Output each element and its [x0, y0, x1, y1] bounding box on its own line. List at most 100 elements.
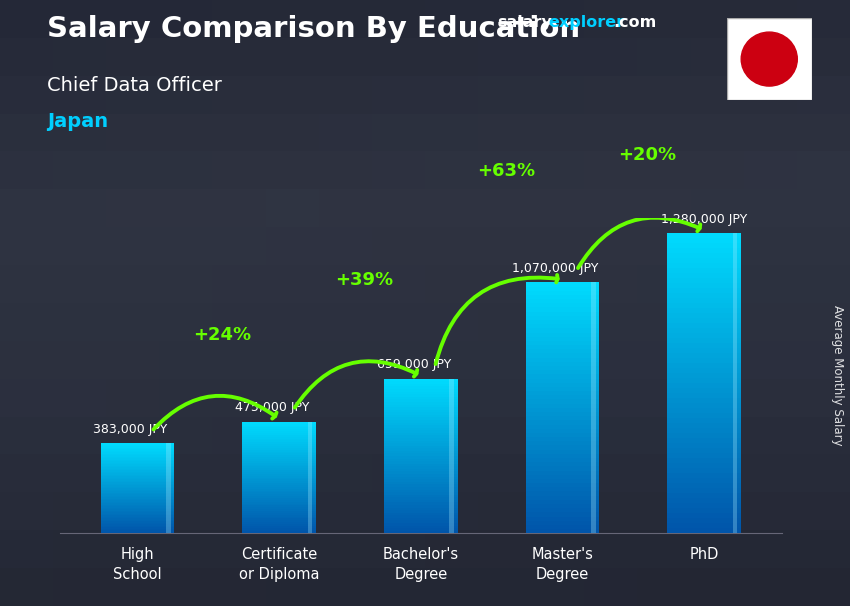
Bar — [525, 450, 599, 454]
Bar — [384, 528, 457, 531]
Bar — [667, 368, 741, 373]
Bar — [525, 345, 599, 349]
Bar — [100, 517, 174, 518]
Bar — [667, 348, 741, 353]
Bar — [384, 471, 457, 474]
Text: 1,280,000 JPY: 1,280,000 JPY — [661, 213, 747, 225]
Bar — [667, 438, 741, 443]
Bar — [450, 379, 454, 533]
Bar — [525, 316, 599, 320]
Bar — [525, 437, 599, 441]
Bar — [667, 378, 741, 383]
Bar — [667, 333, 741, 338]
Bar — [525, 504, 599, 508]
Bar — [525, 282, 599, 287]
Bar — [525, 291, 599, 295]
Bar — [100, 502, 174, 504]
Bar — [242, 496, 316, 498]
Bar — [384, 508, 457, 510]
Bar — [384, 523, 457, 525]
Bar — [525, 379, 599, 383]
Bar — [308, 422, 312, 533]
Bar — [384, 402, 457, 405]
Bar — [100, 450, 174, 451]
Bar — [667, 453, 741, 458]
Bar — [667, 388, 741, 393]
Bar — [667, 403, 741, 408]
Text: explorer: explorer — [548, 15, 625, 30]
Text: +20%: +20% — [618, 146, 677, 164]
Bar — [591, 282, 596, 533]
Bar — [667, 508, 741, 513]
Bar — [384, 418, 457, 420]
Text: Salary Comparison By Education: Salary Comparison By Education — [47, 15, 580, 43]
Bar — [525, 521, 599, 525]
Bar — [667, 448, 741, 453]
Bar — [242, 521, 316, 522]
Bar — [384, 518, 457, 521]
Bar — [100, 444, 174, 445]
Bar — [384, 415, 457, 418]
Bar — [242, 422, 316, 424]
Bar — [384, 477, 457, 479]
Bar — [166, 444, 171, 533]
Bar — [667, 463, 741, 468]
Bar — [384, 379, 457, 381]
Bar — [242, 433, 316, 435]
Bar — [242, 491, 316, 493]
Bar — [242, 479, 316, 481]
Bar — [384, 397, 457, 399]
Bar — [242, 494, 316, 496]
FancyArrowPatch shape — [295, 361, 417, 408]
Bar — [242, 457, 316, 459]
Bar — [384, 428, 457, 430]
Bar — [667, 493, 741, 498]
Bar — [525, 320, 599, 324]
Bar — [667, 238, 741, 243]
Bar — [384, 498, 457, 500]
Bar — [242, 513, 316, 514]
Bar — [242, 476, 316, 478]
Bar — [100, 456, 174, 457]
Bar — [100, 493, 174, 494]
Bar — [242, 481, 316, 483]
Bar — [384, 384, 457, 387]
Bar — [100, 485, 174, 487]
Bar — [384, 438, 457, 441]
Bar — [384, 425, 457, 428]
Bar — [667, 313, 741, 318]
Bar — [384, 500, 457, 502]
Bar — [100, 466, 174, 467]
Bar — [384, 451, 457, 453]
Bar — [384, 474, 457, 477]
Bar — [100, 521, 174, 523]
Bar — [384, 395, 457, 397]
Bar — [667, 318, 741, 323]
Text: Chief Data Officer: Chief Data Officer — [47, 76, 222, 95]
Bar — [100, 457, 174, 459]
Bar — [525, 341, 599, 345]
Bar — [242, 504, 316, 505]
Bar — [525, 299, 599, 304]
Bar — [242, 450, 316, 451]
Bar — [525, 487, 599, 491]
Bar — [100, 507, 174, 508]
Bar — [525, 395, 599, 399]
Bar — [525, 500, 599, 504]
Bar — [384, 433, 457, 436]
Bar — [384, 502, 457, 505]
Bar — [384, 515, 457, 518]
Bar — [667, 328, 741, 333]
Bar — [242, 507, 316, 509]
Bar — [100, 469, 174, 470]
Bar — [100, 515, 174, 517]
Bar — [242, 437, 316, 439]
Bar — [525, 366, 599, 370]
Bar — [100, 527, 174, 529]
Bar — [667, 323, 741, 328]
Bar — [384, 487, 457, 490]
Bar — [667, 513, 741, 518]
Bar — [242, 431, 316, 433]
Bar — [100, 509, 174, 511]
Bar — [242, 500, 316, 502]
